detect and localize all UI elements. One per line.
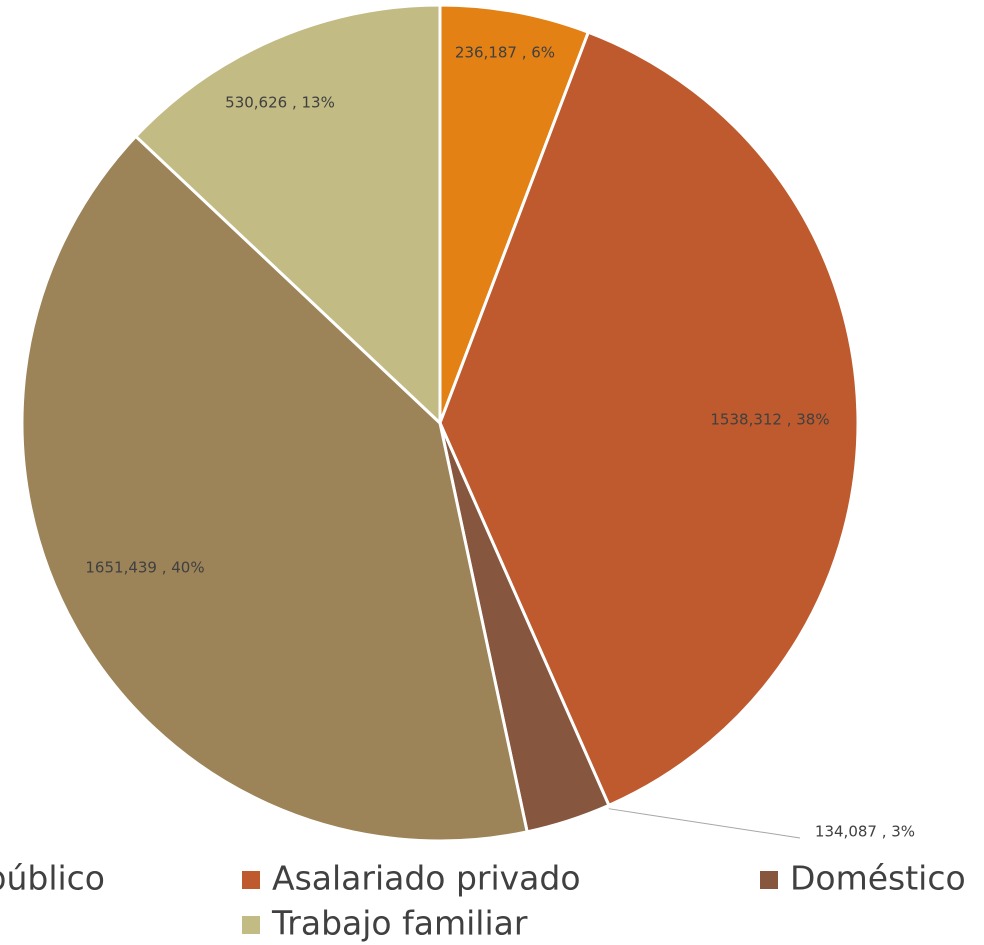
legend-swatch bbox=[242, 916, 260, 934]
data-label: 134,087 , 3% bbox=[815, 823, 915, 841]
legend-label: Doméstico bbox=[790, 859, 966, 898]
data-label: 1651,439 , 40% bbox=[85, 559, 204, 577]
pie-slice bbox=[20, 134, 529, 843]
legend-label: Asalariado privado bbox=[272, 859, 581, 898]
legend-label: Asalariado público bbox=[0, 859, 105, 898]
data-label: 530,626 , 13% bbox=[225, 94, 335, 112]
pie-slice bbox=[438, 3, 591, 424]
pie-slice bbox=[438, 30, 860, 808]
legend-swatch bbox=[242, 871, 260, 889]
data-label: 236,187 , 6% bbox=[455, 44, 555, 62]
legend-swatch bbox=[760, 871, 778, 889]
data-label: 1538,312 , 38% bbox=[710, 411, 829, 429]
leader-line bbox=[608, 808, 801, 839]
legend-label: Trabajo familiar bbox=[271, 904, 528, 943]
pie-slice bbox=[133, 3, 442, 427]
